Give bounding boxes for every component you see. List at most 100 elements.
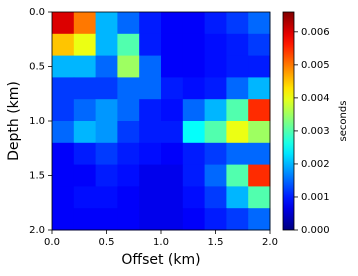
heat-cell	[117, 12, 140, 35]
heat-cell	[248, 142, 271, 166]
heat-cell	[117, 55, 140, 78]
y-tick-label: 2.0	[29, 225, 45, 236]
heat-cell	[182, 12, 206, 35]
heat-cell	[95, 121, 118, 144]
colorbar-tick-label: 0.005	[301, 60, 330, 71]
heat-cell	[226, 33, 249, 57]
heat-cell	[95, 164, 118, 187]
heat-cell	[204, 142, 227, 166]
heat-cell	[139, 142, 162, 166]
y-tick-label: 1.5	[29, 171, 45, 182]
colorbar-tick-label: 0.003	[301, 126, 330, 137]
heat-cell	[182, 186, 206, 209]
heat-cell	[117, 33, 140, 57]
heat-cell	[73, 208, 97, 231]
heat-cell	[139, 164, 162, 187]
heat-cell	[95, 186, 118, 209]
heat-cell	[226, 142, 249, 166]
x-axis-label: Offset (km)	[121, 252, 200, 268]
heat-cell	[95, 12, 118, 35]
heat-cell	[73, 55, 97, 78]
heat-cell	[117, 142, 140, 166]
heat-cell	[161, 142, 184, 166]
colorbar	[282, 11, 295, 231]
heat-cell	[204, 55, 227, 78]
heatmap	[52, 12, 271, 231]
y-tick-label: 0.5	[29, 62, 45, 73]
heat-cell	[139, 33, 162, 57]
heat-cell	[52, 208, 75, 231]
heat-cell	[73, 77, 97, 100]
heat-cell	[226, 164, 249, 187]
heat-cell	[161, 33, 184, 57]
heat-cell	[204, 77, 227, 100]
heat-cell	[73, 121, 97, 144]
heat-cell	[161, 121, 184, 144]
colorbar-tick-label: 0.006	[301, 27, 330, 38]
heat-cell	[182, 142, 206, 166]
heat-cell	[95, 142, 118, 166]
heat-cell	[95, 77, 118, 100]
colorbar-tick-label: 0.000	[301, 225, 330, 236]
heat-cell	[182, 77, 206, 100]
heat-cell	[95, 99, 118, 122]
heat-cell	[52, 12, 75, 35]
heat-cell	[182, 33, 206, 57]
y-axis-label: Depth (km)	[6, 81, 22, 161]
heat-cell	[73, 33, 97, 57]
heat-cell	[52, 186, 75, 209]
heat-cell	[95, 55, 118, 78]
y-tick-label: 1.0	[29, 116, 45, 127]
heat-cell	[248, 12, 271, 35]
heat-cell	[161, 164, 184, 187]
heat-cell	[248, 186, 271, 209]
heat-cell	[52, 164, 75, 187]
heat-cell	[73, 99, 97, 122]
heat-cell	[226, 121, 249, 144]
heat-cell	[226, 12, 249, 35]
heat-cell	[95, 208, 118, 231]
heat-cell	[139, 55, 162, 78]
heat-cell	[248, 208, 271, 231]
heat-cell	[52, 99, 75, 122]
x-tick-label: 1.5	[208, 237, 224, 248]
heat-cell	[73, 142, 97, 166]
heat-cell	[139, 77, 162, 100]
heat-cell	[161, 55, 184, 78]
x-tick-label: 1.0	[153, 237, 169, 248]
y-tick-label: 0.0	[29, 7, 45, 18]
heat-cell	[226, 186, 249, 209]
colorbar-label: seconds	[338, 101, 349, 142]
heat-cell	[161, 77, 184, 100]
heat-cell	[204, 164, 227, 187]
x-tick-label: 2.0	[262, 237, 278, 248]
heat-cell	[204, 186, 227, 209]
heat-cell	[52, 121, 75, 144]
heat-cell	[117, 77, 140, 100]
heat-cell	[139, 186, 162, 209]
heat-cell	[204, 208, 227, 231]
heat-cell	[73, 12, 97, 35]
heat-cell	[182, 55, 206, 78]
heat-cell	[117, 121, 140, 144]
heat-cell	[248, 164, 271, 187]
heat-cell	[161, 99, 184, 122]
heat-cell	[117, 99, 140, 122]
heat-cell	[248, 33, 271, 57]
heat-cell	[248, 99, 271, 122]
colorbar-tick-label: 0.004	[301, 93, 330, 104]
heat-cell	[139, 121, 162, 144]
heat-cell	[226, 208, 249, 231]
heat-cell	[117, 208, 140, 231]
heat-cell	[248, 121, 271, 144]
heat-cell	[204, 99, 227, 122]
heat-cell	[204, 121, 227, 144]
heat-cell	[226, 55, 249, 78]
heat-cell	[161, 186, 184, 209]
heat-cell	[139, 99, 162, 122]
heat-cell	[248, 77, 271, 100]
heat-cell	[95, 33, 118, 57]
x-tick-label: 0.5	[99, 237, 115, 248]
heat-cell	[248, 55, 271, 78]
